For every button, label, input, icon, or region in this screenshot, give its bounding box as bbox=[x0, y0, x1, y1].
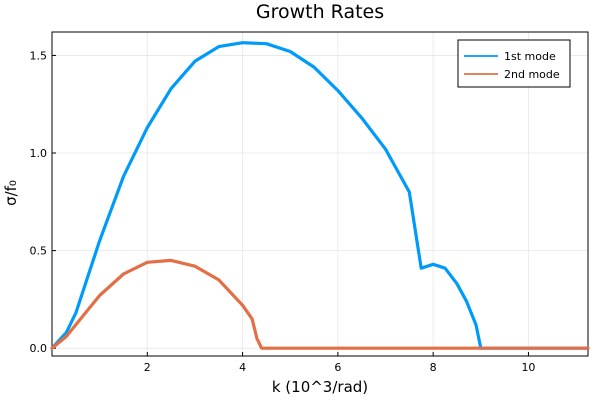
legend: 1st mode 2nd mode bbox=[457, 39, 571, 88]
x-tick-label: 6 bbox=[334, 361, 341, 374]
x-tick-label: 4 bbox=[239, 361, 246, 374]
legend-label-2nd-mode: 2nd mode bbox=[504, 68, 560, 81]
y-axis-label: σ/f₀ bbox=[2, 180, 20, 206]
y-tick-label: 1.0 bbox=[30, 147, 48, 160]
x-tick-label: 8 bbox=[430, 361, 437, 374]
series-lines bbox=[50, 41, 590, 350]
x-axis-label: k (10^3/rad) bbox=[272, 378, 368, 396]
y-tick-label: 0.0 bbox=[30, 342, 48, 355]
chart-title: Growth Rates bbox=[256, 1, 384, 23]
plot-frame bbox=[51, 31, 589, 357]
x-axis: 2 4 6 8 10 bbox=[144, 352, 535, 374]
legend-box bbox=[457, 39, 571, 88]
legend-label-1st-mode: 1st mode bbox=[504, 50, 556, 63]
y-axis: 0.0 0.5 1.0 1.5 bbox=[30, 49, 56, 355]
y-tick-label: 0.5 bbox=[30, 245, 48, 258]
x-tick-label: 10 bbox=[521, 361, 535, 374]
series-line-2nd-mode bbox=[50, 258, 590, 350]
x-tick-label: 2 bbox=[144, 361, 151, 374]
y-tick-label: 1.5 bbox=[30, 49, 48, 62]
series-line-1st-mode bbox=[50, 41, 590, 350]
